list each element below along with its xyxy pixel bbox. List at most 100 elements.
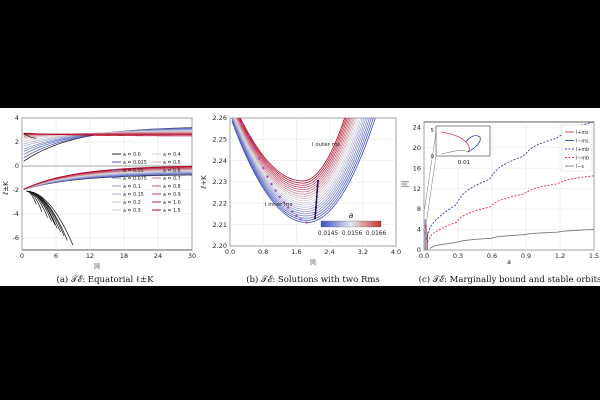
c-ytick-3: 12 [413, 185, 421, 193]
a-ytick-2: 0 [15, 162, 19, 170]
b-curve-11 [235, 118, 357, 199]
c-legend-label-1: l−ms [576, 139, 589, 145]
colorbar-tick-2: 0.0166 [366, 231, 387, 237]
c-legend-label-4: l−s [576, 164, 584, 170]
a-upper-curve-15 [23, 132, 192, 137]
b-curve-7 [233, 118, 363, 208]
panel-a-ylabel: ℓ±K [2, 181, 10, 196]
b-ytick-0: 2.26 [213, 114, 227, 122]
a-ytick-0: 4 [15, 114, 19, 122]
c-ytick-0: 24 [413, 123, 421, 131]
b-inner-dot-1 [247, 134, 250, 138]
b-outer-dot-7 [316, 179, 320, 183]
c-xtick-1: 0.3 [453, 252, 463, 260]
b-inner-dot-3 [257, 157, 261, 160]
b-ytick-3: 2.23 [213, 178, 227, 186]
inset-frame [435, 125, 491, 157]
b-curve-3 [231, 118, 370, 217]
panel-c-inset: 500.01 [424, 125, 491, 235]
a-ytick-5: -6 [13, 234, 19, 242]
b-xtick-2: 1.6 [291, 248, 301, 256]
panel-b-caption: (b) 𝒯ℰ: Solutions with two Rms [246, 274, 380, 285]
b-xtick-3: 2.4 [324, 248, 334, 256]
b-curve-0 [231, 118, 376, 223]
panel-a-legend: a = 0.0 a = 0.025 a = 0.05 a = 0.075 a = 0.1… [112, 152, 181, 214]
a-legend-label-0: a = 0.0 [123, 152, 141, 158]
inset-blue-curve [465, 135, 481, 153]
c-series-mb_minus [427, 175, 594, 243]
a-xtick-1: 6 [54, 252, 58, 260]
b-xtick-1: 0.8 [258, 248, 268, 256]
b-curve-5 [232, 118, 367, 212]
c-xtick-2: 0.6 [487, 252, 497, 260]
panel-b-xlabel: |l| [310, 258, 316, 266]
inset-gray-curve [440, 150, 469, 155]
b-inner-dot-8 [278, 195, 281, 199]
b-curve-19 [239, 118, 346, 182]
panel-a-caption: (a) 𝒯ℰ: Equatorial ℓ±K [57, 274, 155, 285]
a-xtick-2: 12 [86, 252, 94, 260]
inset-connector-2 [424, 131, 437, 210]
b-inner-dot-13 [299, 218, 302, 221]
c-legend-label-2: l+mb [576, 147, 589, 153]
b-ytick-6: 2.20 [213, 242, 227, 250]
b-inner-dot-5 [266, 175, 269, 178]
a-legend-label-3: a = 0.075 [123, 176, 147, 182]
colorbar: a 0.0145 0.0156 0.0166 [318, 211, 387, 237]
colorbar-tick-0: 0.0145 [318, 231, 339, 237]
panel-c-xlabel: a [507, 258, 511, 266]
b-outer-dot-0 [313, 217, 317, 220]
c-series-s_minus [429, 229, 594, 249]
a-legend-label-9: a = 0.5 [163, 160, 181, 166]
a-lower-curve-15 [23, 165, 192, 190]
c-xtick-0: 0.0 [419, 252, 429, 260]
a-legend-label-2: a = 0.05 [123, 168, 144, 174]
panel-a-xlabel: |l| [94, 262, 100, 270]
c-ytick-6: 0 [417, 246, 421, 254]
a-ytick-3: -2 [13, 186, 19, 194]
b-ytick-1: 2.25 [213, 136, 227, 144]
colorbar-gradient [320, 220, 382, 228]
b-curve-17 [238, 118, 348, 186]
figure-strip: 0 6 12 18 24 30 4 2 0 -2 -4 -6 a = 0.0 a = 0.025 a = … [0, 108, 600, 286]
a-xtick-0: 0 [20, 252, 24, 260]
c-xtick-3: 0.9 [521, 252, 531, 260]
a-legend-label-8: a = 0.4 [163, 152, 181, 158]
b-outer-dot-2 [314, 206, 318, 209]
inset-connector-1 [424, 155, 437, 235]
b-ytick-2: 2.24 [213, 157, 227, 165]
b-ytick-5: 2.21 [213, 221, 227, 229]
b-inner-dot-9 [282, 201, 286, 204]
a-ytick-1: 2 [15, 138, 19, 146]
panel-c-caption: (c) 𝒯ℰ: Marginally bound and stable orbi… [419, 274, 600, 285]
b-curve-2 [231, 118, 372, 219]
colorbar-label: a [349, 211, 354, 220]
c-legend-label-3: l−mb [576, 156, 589, 162]
b-xtick-5: 4.0 [391, 248, 401, 256]
a-legend-label-15: a = 1.5 [163, 208, 181, 214]
panel-b: 0.0 0.8 1.6 2.4 3.2 4.0 2.26 2.25 2.24 2.23 2.22 2.… [200, 114, 401, 285]
b-xtick-0: 0.0 [225, 248, 235, 256]
inset-xtick: 0.01 [458, 160, 470, 166]
b-curve-16 [237, 118, 350, 188]
a-legend-label-11: a = 0.7 [163, 176, 181, 182]
a-ytick-4: -4 [13, 210, 19, 218]
c-ytick-1: 20 [413, 144, 421, 152]
b-curve-13 [236, 118, 354, 195]
a-legend-label-4: a = 0.1 [123, 184, 141, 190]
b-inner-dot-14 [305, 221, 308, 224]
a-legend-label-10: a = 0.6 [163, 168, 181, 174]
c-xtick-4: 1.2 [555, 252, 565, 260]
b-inner-dot-10 [286, 206, 290, 209]
c-legend-label-0: l+ms [576, 130, 589, 136]
b-curve-12 [235, 118, 356, 197]
c-ytick-2: 16 [413, 164, 421, 172]
inset-ytick-0: 5 [431, 128, 435, 134]
b-inner-dot-4 [262, 166, 265, 170]
c-legend-box [561, 124, 593, 172]
b-ytick-4: 2.22 [213, 200, 227, 208]
outer-ms-label: l outer ms [312, 142, 340, 148]
a-legend-label-12: a = 0.8 [163, 184, 181, 190]
